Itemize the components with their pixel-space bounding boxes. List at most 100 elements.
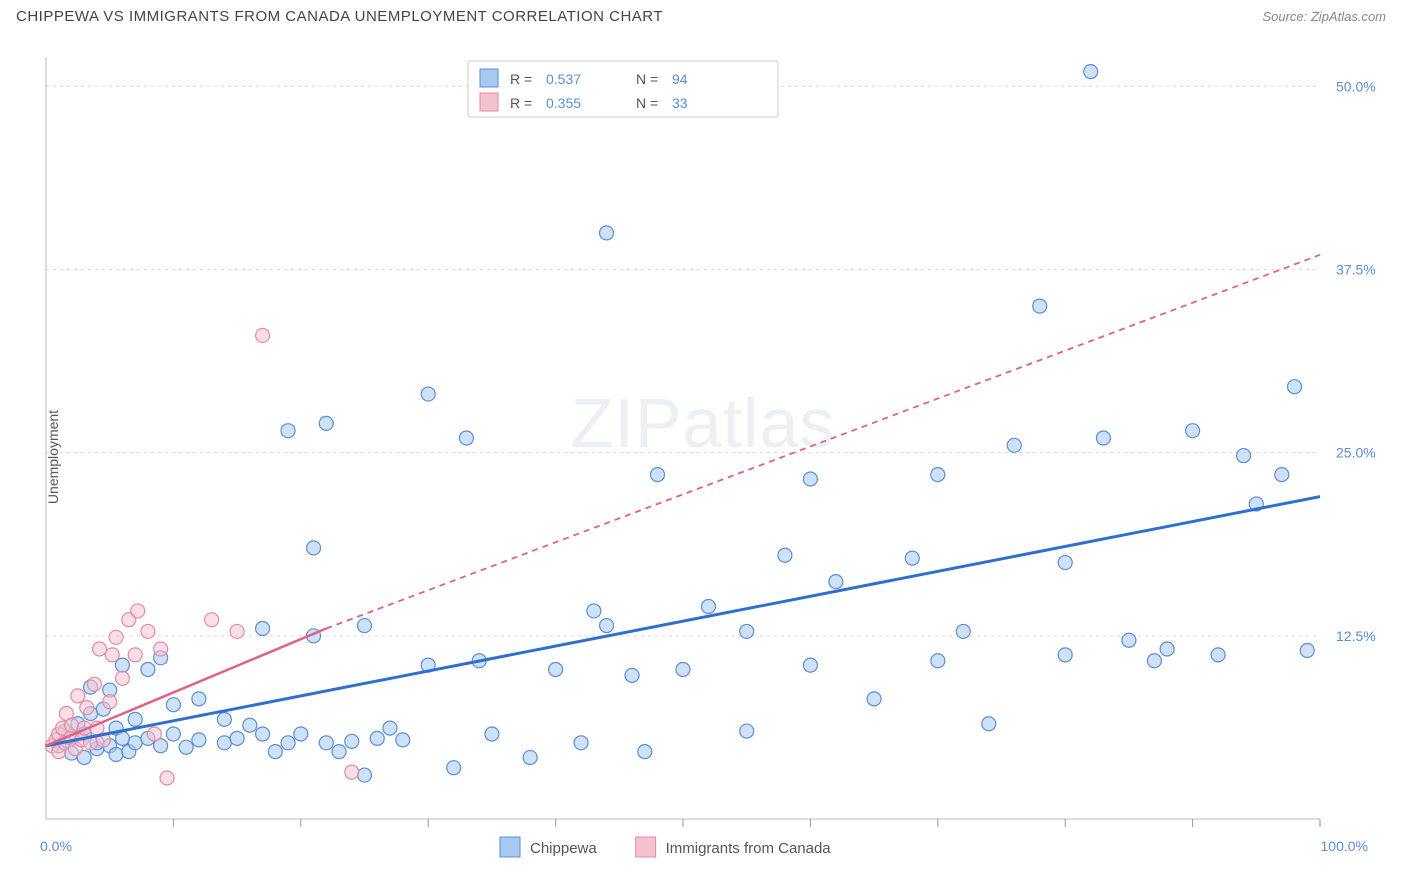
- data-point: [740, 724, 754, 738]
- data-point: [115, 731, 129, 745]
- data-point: [370, 731, 384, 745]
- data-point: [179, 740, 193, 754]
- data-point: [64, 718, 78, 732]
- data-point: [421, 387, 435, 401]
- data-point: [105, 648, 119, 662]
- data-point: [256, 727, 270, 741]
- data-point: [319, 416, 333, 430]
- data-point: [281, 736, 295, 750]
- legend-label: Chippewa: [530, 840, 597, 857]
- legend-n-value: 33: [672, 95, 688, 111]
- data-point: [358, 619, 372, 633]
- data-point: [600, 226, 614, 240]
- data-point: [256, 622, 270, 636]
- data-point: [192, 692, 206, 706]
- data-point: [1275, 468, 1289, 482]
- data-point: [307, 541, 321, 555]
- data-point: [1033, 299, 1047, 313]
- legend-r-value: 0.537: [546, 71, 581, 87]
- data-point: [147, 727, 161, 741]
- data-point: [87, 677, 101, 691]
- data-point: [803, 658, 817, 672]
- legend-label: Immigrants from Canada: [666, 840, 832, 857]
- data-point: [1211, 648, 1225, 662]
- data-point: [281, 424, 295, 438]
- legend-swatch: [480, 69, 498, 87]
- legend-swatch: [500, 837, 520, 857]
- x-max-label: 100.0%: [1321, 838, 1368, 854]
- data-point: [358, 768, 372, 782]
- data-point: [205, 613, 219, 627]
- data-point: [141, 624, 155, 638]
- data-point: [345, 734, 359, 748]
- data-point: [1288, 380, 1302, 394]
- data-point: [1058, 648, 1072, 662]
- data-point: [131, 604, 145, 618]
- data-point: [1084, 65, 1098, 79]
- data-point: [115, 671, 129, 685]
- data-point: [243, 718, 257, 732]
- chart-container: Unemployment ZIPatlas 12.5%25.0%37.5%50.…: [0, 29, 1406, 885]
- data-point: [166, 727, 180, 741]
- x-min-label: 0.0%: [40, 838, 72, 854]
- data-point: [1007, 438, 1021, 452]
- data-point: [931, 654, 945, 668]
- data-point: [230, 624, 244, 638]
- data-point: [230, 731, 244, 745]
- y-tick-label: 25.0%: [1336, 445, 1376, 461]
- data-point: [523, 750, 537, 764]
- data-point: [294, 727, 308, 741]
- data-point: [71, 689, 85, 703]
- data-point: [982, 717, 996, 731]
- data-point: [778, 548, 792, 562]
- legend-swatch: [480, 93, 498, 111]
- data-point: [332, 745, 346, 759]
- data-point: [638, 745, 652, 759]
- data-point: [549, 663, 563, 677]
- data-point: [160, 771, 174, 785]
- legend-r-value: 0.355: [546, 95, 581, 111]
- trend-line-dashed: [326, 255, 1320, 629]
- y-axis-label: Unemployment: [45, 410, 61, 504]
- data-point: [931, 468, 945, 482]
- legend-n-label: N =: [636, 71, 658, 87]
- data-point: [128, 736, 142, 750]
- legend-r-label: R =: [510, 71, 532, 87]
- data-point: [625, 668, 639, 682]
- data-point: [447, 761, 461, 775]
- data-point: [956, 624, 970, 638]
- data-point: [128, 712, 142, 726]
- data-point: [587, 604, 601, 618]
- data-point: [905, 551, 919, 565]
- data-point: [383, 721, 397, 735]
- data-point: [867, 692, 881, 706]
- legend-r-label: R =: [510, 95, 532, 111]
- data-point: [256, 328, 270, 342]
- data-point: [141, 663, 155, 677]
- data-point: [166, 698, 180, 712]
- data-point: [829, 575, 843, 589]
- legend-n-value: 94: [672, 71, 688, 87]
- data-point: [268, 745, 282, 759]
- data-point: [1058, 556, 1072, 570]
- data-point: [103, 695, 117, 709]
- data-point: [345, 765, 359, 779]
- data-point: [319, 736, 333, 750]
- source-label: Source: ZipAtlas.com: [1262, 9, 1386, 24]
- data-point: [701, 600, 715, 614]
- scatter-chart: 12.5%25.0%37.5%50.0%0.0%100.0%R =0.537N …: [0, 29, 1406, 885]
- data-point: [93, 642, 107, 656]
- data-point: [574, 736, 588, 750]
- trend-line: [46, 497, 1320, 746]
- legend-n-label: N =: [636, 95, 658, 111]
- data-point: [109, 630, 123, 644]
- data-point: [80, 701, 94, 715]
- data-point: [676, 663, 690, 677]
- data-point: [1122, 633, 1136, 647]
- data-point: [217, 736, 231, 750]
- data-point: [1237, 449, 1251, 463]
- data-point: [217, 712, 231, 726]
- data-point: [1147, 654, 1161, 668]
- data-point: [600, 619, 614, 633]
- data-point: [1300, 643, 1314, 657]
